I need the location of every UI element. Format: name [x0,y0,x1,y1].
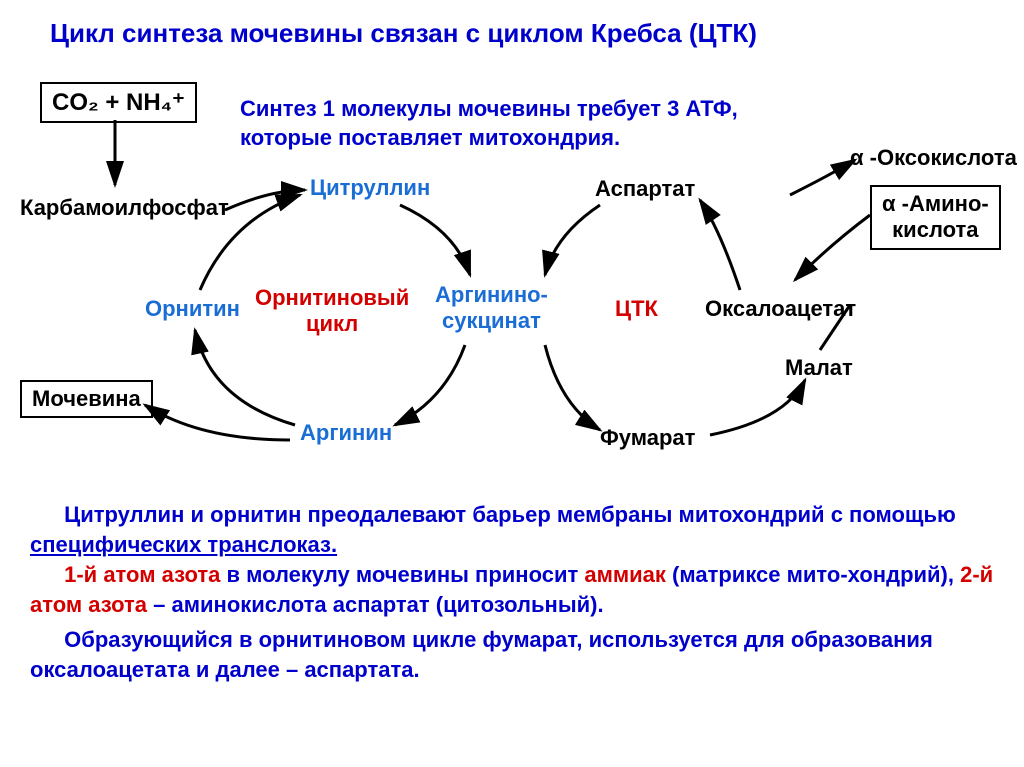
node-oxaloacetate: Оксалоацетат [705,296,856,322]
p2-a: 1-й атом азота [64,562,220,587]
p2-b: в молекулу мочевины приносит [220,562,584,587]
bottom-paragraph-2: 1-й атом азота в молекулу мочевины прино… [30,560,994,619]
p2-f: – аминокислота аспартат (цитозольный). [147,592,604,617]
page-title: Цикл синтеза мочевины связан с циклом Кр… [50,18,757,49]
bottom-paragraph-1: Цитруллин и орнитин преодалевают барьер … [30,500,994,559]
node-arginine: Аргинин [300,420,392,446]
aminoacid-line1: α -Амино- [882,191,989,216]
label-ornithine-cycle: Орнитиновый цикл [255,285,409,337]
node-aspartate: Аспартат [595,176,695,202]
orncycle-line1: Орнитиновый [255,285,409,310]
aminoacid-line2: кислота [892,217,978,242]
orncycle-line2: цикл [306,311,358,336]
p2-c: аммиак [584,562,666,587]
argsucc-line2: сукцинат [442,308,541,333]
node-urea: Мочевина [20,380,153,418]
node-malate: Малат [785,355,853,381]
node-fumarate: Фумарат [600,425,695,451]
subtitle: Синтез 1 молекулы мочевины требует 3 АТФ… [240,95,800,152]
p1-part-b: специфических транслоказ. [30,532,337,557]
node-co2-nh4: CO₂ + NH₄⁺ [40,82,197,123]
p1-part-a: Цитруллин и орнитин преодалевают барьер … [64,502,956,527]
node-ornithine: Орнитин [145,296,240,322]
node-carbamoyl: Карбамоилфосфат [20,195,229,221]
node-citrulline: Цитруллин [310,175,430,201]
bottom-paragraph-3: Образующийся в орнитиновом цикле фумарат… [30,625,994,684]
label-tca: ЦТК [615,296,658,322]
node-arginosuccinate: Аргинино- сукцинат [435,282,548,334]
argsucc-line1: Аргинино- [435,282,548,307]
node-aminoacid: α -Амино- кислота [870,185,1001,250]
p3-text: Образующийся в орнитиновом цикле фумарат… [30,627,933,682]
node-oxoacid: α -Оксокислота [850,145,1017,171]
p2-d: (матриксе мито-хондрий), [666,562,960,587]
